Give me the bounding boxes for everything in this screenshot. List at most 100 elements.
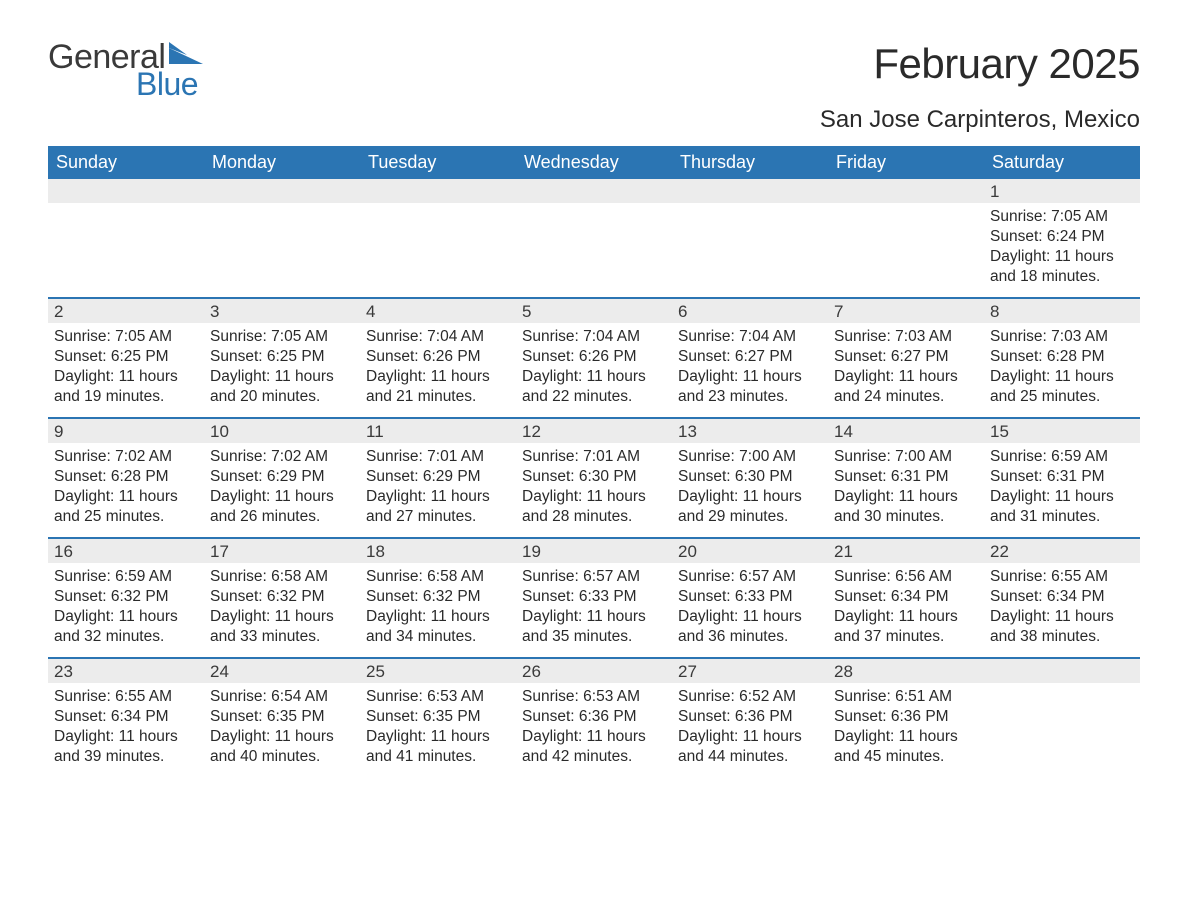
sunrise-text: Sunrise: 7:02 AM [54,447,198,467]
daylight-text: Daylight: 11 hours [522,607,666,627]
day-number: 20 [672,539,828,563]
calendar-cell: 27Sunrise: 6:52 AMSunset: 6:36 PMDayligh… [672,659,828,777]
day-details: Sunrise: 6:53 AMSunset: 6:36 PMDaylight:… [516,683,672,776]
daylight-text: and 36 minutes. [678,627,822,647]
day-details: Sunrise: 6:51 AMSunset: 6:36 PMDaylight:… [828,683,984,776]
calendar-cell: 9Sunrise: 7:02 AMSunset: 6:28 PMDaylight… [48,419,204,537]
sunset-text: Sunset: 6:25 PM [54,347,198,367]
calendar-cell: 28Sunrise: 6:51 AMSunset: 6:36 PMDayligh… [828,659,984,777]
day-details: Sunrise: 6:55 AMSunset: 6:34 PMDaylight:… [48,683,204,776]
calendar-cell: 7Sunrise: 7:03 AMSunset: 6:27 PMDaylight… [828,299,984,417]
day-details: Sunrise: 6:59 AMSunset: 6:32 PMDaylight:… [48,563,204,656]
sunset-text: Sunset: 6:36 PM [678,707,822,727]
calendar-week: 23Sunrise: 6:55 AMSunset: 6:34 PMDayligh… [48,657,1140,777]
day-details: Sunrise: 6:57 AMSunset: 6:33 PMDaylight:… [516,563,672,656]
sunrise-text: Sunrise: 7:01 AM [366,447,510,467]
daylight-text: Daylight: 11 hours [678,367,822,387]
sunset-text: Sunset: 6:24 PM [990,227,1134,247]
sunset-text: Sunset: 6:32 PM [210,587,354,607]
daylight-text: Daylight: 11 hours [366,487,510,507]
daylight-text: Daylight: 11 hours [834,487,978,507]
weekday-label: Saturday [984,146,1140,179]
calendar-cell: 17Sunrise: 6:58 AMSunset: 6:32 PMDayligh… [204,539,360,657]
daylight-text: Daylight: 11 hours [834,367,978,387]
calendar-cell: 3Sunrise: 7:05 AMSunset: 6:25 PMDaylight… [204,299,360,417]
daylight-text: and 35 minutes. [522,627,666,647]
sunset-text: Sunset: 6:33 PM [678,587,822,607]
calendar-cell: 16Sunrise: 6:59 AMSunset: 6:32 PMDayligh… [48,539,204,657]
day-details: Sunrise: 7:03 AMSunset: 6:28 PMDaylight:… [984,323,1140,416]
day-number: 4 [360,299,516,323]
daylight-text: Daylight: 11 hours [210,487,354,507]
calendar-cell: 25Sunrise: 6:53 AMSunset: 6:35 PMDayligh… [360,659,516,777]
daylight-text: and 44 minutes. [678,747,822,767]
day-details: Sunrise: 7:04 AMSunset: 6:26 PMDaylight:… [516,323,672,416]
day-details: Sunrise: 6:58 AMSunset: 6:32 PMDaylight:… [204,563,360,656]
daylight-text: Daylight: 11 hours [522,367,666,387]
day-details: Sunrise: 7:05 AMSunset: 6:24 PMDaylight:… [984,203,1140,296]
sunrise-text: Sunrise: 6:54 AM [210,687,354,707]
sunset-text: Sunset: 6:33 PM [522,587,666,607]
sunset-text: Sunset: 6:28 PM [990,347,1134,367]
sunset-text: Sunset: 6:30 PM [522,467,666,487]
calendar-cell: 2Sunrise: 7:05 AMSunset: 6:25 PMDaylight… [48,299,204,417]
month-title: February 2025 [820,40,1140,88]
day-number: 27 [672,659,828,683]
logo-flag-icon [169,42,203,68]
day-number: 18 [360,539,516,563]
sunset-text: Sunset: 6:32 PM [366,587,510,607]
sunset-text: Sunset: 6:25 PM [210,347,354,367]
calendar-cell: 20Sunrise: 6:57 AMSunset: 6:33 PMDayligh… [672,539,828,657]
day-number [48,179,204,203]
day-details: Sunrise: 6:56 AMSunset: 6:34 PMDaylight:… [828,563,984,656]
sunrise-text: Sunrise: 7:04 AM [366,327,510,347]
daylight-text: and 39 minutes. [54,747,198,767]
day-number: 5 [516,299,672,323]
calendar-cell [828,179,984,297]
day-details: Sunrise: 7:00 AMSunset: 6:31 PMDaylight:… [828,443,984,536]
sunrise-text: Sunrise: 6:52 AM [678,687,822,707]
day-number [204,179,360,203]
calendar-week: 9Sunrise: 7:02 AMSunset: 6:28 PMDaylight… [48,417,1140,537]
daylight-text: Daylight: 11 hours [834,607,978,627]
day-number [984,659,1140,683]
calendar-cell: 14Sunrise: 7:00 AMSunset: 6:31 PMDayligh… [828,419,984,537]
sunset-text: Sunset: 6:29 PM [210,467,354,487]
calendar-cell [672,179,828,297]
day-details: Sunrise: 7:03 AMSunset: 6:27 PMDaylight:… [828,323,984,416]
daylight-text: and 34 minutes. [366,627,510,647]
sunset-text: Sunset: 6:32 PM [54,587,198,607]
sunrise-text: Sunrise: 6:57 AM [678,567,822,587]
location-label: San Jose Carpinteros, Mexico [820,106,1140,134]
day-details: Sunrise: 7:05 AMSunset: 6:25 PMDaylight:… [204,323,360,416]
day-number: 12 [516,419,672,443]
daylight-text: and 25 minutes. [54,507,198,527]
day-number: 28 [828,659,984,683]
day-number: 22 [984,539,1140,563]
logo-text-blue: Blue [136,68,203,100]
calendar-cell: 12Sunrise: 7:01 AMSunset: 6:30 PMDayligh… [516,419,672,537]
calendar-cell [48,179,204,297]
day-details: Sunrise: 6:53 AMSunset: 6:35 PMDaylight:… [360,683,516,776]
day-details: Sunrise: 7:01 AMSunset: 6:29 PMDaylight:… [360,443,516,536]
day-details: Sunrise: 6:58 AMSunset: 6:32 PMDaylight:… [360,563,516,656]
day-details: Sunrise: 6:52 AMSunset: 6:36 PMDaylight:… [672,683,828,776]
daylight-text: and 41 minutes. [366,747,510,767]
daylight-text: and 37 minutes. [834,627,978,647]
daylight-text: Daylight: 11 hours [210,607,354,627]
day-number: 9 [48,419,204,443]
day-details: Sunrise: 7:01 AMSunset: 6:30 PMDaylight:… [516,443,672,536]
day-number: 6 [672,299,828,323]
header: General Blue February 2025 San Jose Carp… [48,40,1140,134]
daylight-text: Daylight: 11 hours [54,367,198,387]
sunrise-text: Sunrise: 6:55 AM [990,567,1134,587]
sunrise-text: Sunrise: 6:56 AM [834,567,978,587]
calendar-week: 1Sunrise: 7:05 AMSunset: 6:24 PMDaylight… [48,179,1140,297]
daylight-text: Daylight: 11 hours [54,487,198,507]
weekday-header: Sunday Monday Tuesday Wednesday Thursday… [48,146,1140,179]
daylight-text: Daylight: 11 hours [678,487,822,507]
sunset-text: Sunset: 6:35 PM [210,707,354,727]
daylight-text: Daylight: 11 hours [366,367,510,387]
day-number: 8 [984,299,1140,323]
weekday-label: Monday [204,146,360,179]
